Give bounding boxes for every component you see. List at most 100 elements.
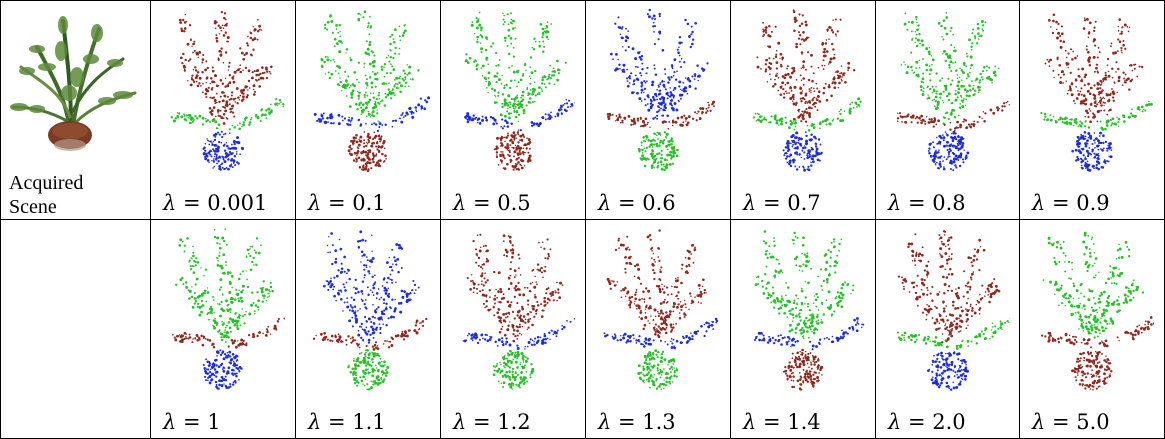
point <box>665 165 668 169</box>
point <box>676 48 679 51</box>
point <box>819 121 822 124</box>
point <box>514 334 517 338</box>
point <box>357 119 360 122</box>
point <box>395 82 397 85</box>
point <box>944 59 947 63</box>
point <box>655 142 659 146</box>
point <box>379 381 382 385</box>
point <box>220 336 223 339</box>
point <box>237 277 241 281</box>
point <box>1091 142 1094 146</box>
point <box>420 321 422 324</box>
point <box>677 51 680 54</box>
point <box>254 78 257 81</box>
point <box>949 60 953 64</box>
point <box>505 255 508 258</box>
point <box>1111 76 1114 79</box>
point <box>482 284 485 287</box>
point <box>691 75 694 78</box>
point <box>647 158 650 161</box>
point <box>547 255 550 258</box>
point <box>231 352 235 356</box>
point <box>808 88 811 91</box>
point <box>217 131 220 134</box>
point <box>338 40 341 43</box>
point <box>798 13 801 16</box>
point <box>402 116 405 119</box>
point <box>571 104 574 107</box>
point <box>1061 117 1064 121</box>
point <box>331 31 334 34</box>
point <box>213 229 216 231</box>
point <box>513 138 516 141</box>
point <box>227 167 230 171</box>
point <box>415 331 419 335</box>
point <box>491 42 495 45</box>
point <box>239 47 242 50</box>
point <box>501 375 505 378</box>
point <box>499 287 502 291</box>
point <box>811 147 814 151</box>
point <box>470 280 473 283</box>
point <box>357 143 361 147</box>
point <box>780 120 784 123</box>
point <box>847 61 851 65</box>
point <box>231 383 235 386</box>
point <box>757 113 760 116</box>
point <box>206 138 208 140</box>
point <box>236 293 239 297</box>
point <box>345 272 348 275</box>
point <box>660 153 663 156</box>
point <box>393 41 396 44</box>
point <box>214 371 218 374</box>
point <box>245 342 248 345</box>
point <box>254 115 257 118</box>
point <box>218 164 221 168</box>
point <box>384 123 387 126</box>
point <box>386 261 389 264</box>
point <box>365 332 369 336</box>
point <box>569 105 572 108</box>
point <box>231 152 234 155</box>
point <box>786 67 788 70</box>
point <box>950 143 952 146</box>
point <box>213 21 217 25</box>
point <box>935 136 938 139</box>
point <box>489 336 491 338</box>
point <box>520 334 523 336</box>
point <box>516 334 519 337</box>
point <box>651 146 654 148</box>
point <box>230 338 234 342</box>
point <box>702 68 704 70</box>
point <box>417 286 420 289</box>
point <box>660 167 664 171</box>
point <box>240 338 244 342</box>
point <box>533 315 536 318</box>
point <box>361 238 365 242</box>
point <box>802 77 805 80</box>
point <box>182 283 185 286</box>
point <box>939 92 943 96</box>
point <box>840 72 843 74</box>
point <box>228 308 232 311</box>
point <box>493 297 497 301</box>
point <box>220 300 223 304</box>
point <box>651 80 655 84</box>
point <box>212 135 215 137</box>
point <box>190 268 193 271</box>
point <box>778 118 782 122</box>
point <box>553 83 556 86</box>
point <box>991 81 993 84</box>
point <box>1108 155 1110 158</box>
point <box>1104 78 1107 81</box>
point <box>1100 148 1102 150</box>
point <box>212 362 215 364</box>
point <box>487 77 490 79</box>
point <box>814 145 818 148</box>
point <box>1064 116 1067 119</box>
point <box>222 324 224 327</box>
point <box>480 28 483 32</box>
point <box>507 112 511 115</box>
point <box>678 93 682 97</box>
point <box>962 158 965 161</box>
